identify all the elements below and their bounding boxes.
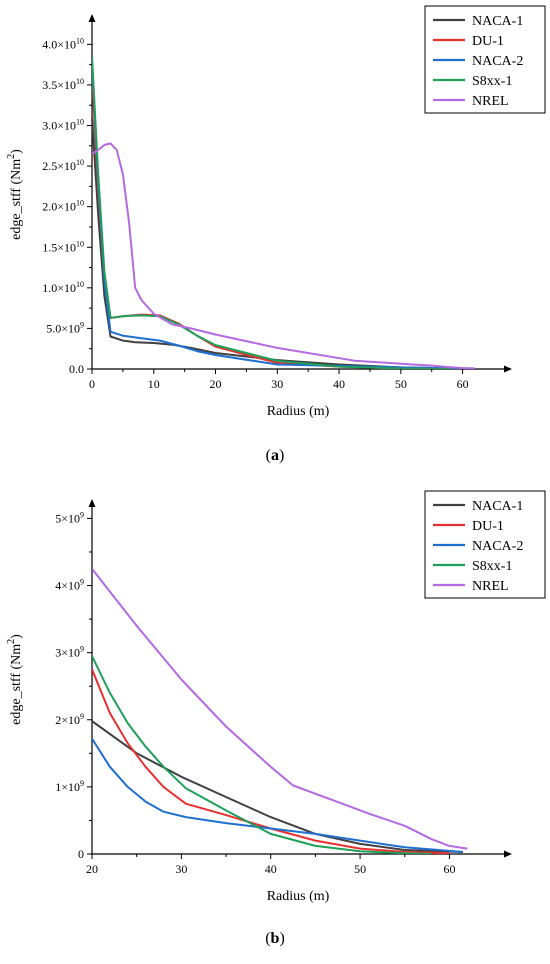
chart-a-x-tick-label: 10 xyxy=(148,377,160,391)
chart-b-y-tick-mantissa: 0 xyxy=(78,847,84,861)
chart-a-y-tick-mantissa: 0.0 xyxy=(69,362,84,376)
chart-a-legend-label: S8xx-1 xyxy=(472,74,512,89)
chart-a-y-tick-mantissa: 1.5×10 xyxy=(42,240,76,254)
chart-a-y-tick-label: 2.5×1010 xyxy=(42,158,84,173)
chart-a-legend-label: NACA-1 xyxy=(472,14,523,29)
chart-b-y-tick-label: 3×109 xyxy=(55,645,84,660)
chart-a-x-tick-label: 20 xyxy=(210,377,222,391)
chart-b-y-tick-label: 2×109 xyxy=(55,712,84,727)
chart-b-legend-label: DU-1 xyxy=(472,519,504,534)
chart-b-y-axis-label-end: ) xyxy=(9,634,24,639)
chart-b-x-tick-label: 40 xyxy=(265,862,277,876)
chart-b-y-tick-mantissa: 4×10 xyxy=(55,579,80,593)
chart-a-y-axis-label-end: ) xyxy=(9,149,24,154)
chart-b-x-axis-label: Radius (m) xyxy=(267,889,330,904)
chart-a-y-tick-mantissa: 5.0×10 xyxy=(46,321,80,335)
chart-a-y-tick-exponent: 10 xyxy=(76,77,84,86)
chart-b-y-tick-mantissa: 1×10 xyxy=(55,780,80,794)
caption-b-label: b xyxy=(270,930,280,947)
caption-b: (b) xyxy=(265,930,285,947)
chart-a-y-tick-label: 1.5×1010 xyxy=(42,239,84,254)
chart-a-y-tick-label: 0.0 xyxy=(69,362,84,376)
chart-a-y-tick-exponent: 10 xyxy=(76,36,84,45)
caption-a: (a) xyxy=(265,447,285,464)
chart-a-y-axis-label-sup: 2 xyxy=(6,154,17,159)
chart-a-y-tick-mantissa: 2.0×10 xyxy=(42,200,76,214)
chart-b-y-axis-arrow xyxy=(88,499,96,507)
chart-a-series-du-1-line xyxy=(92,76,463,369)
chart-b-y-tick-exponent: 9 xyxy=(80,779,84,788)
chart-b-y-tick-mantissa: 3×10 xyxy=(55,646,80,660)
chart-a-x-tick-label: 60 xyxy=(457,377,469,391)
chart-b-x-tick-label: 50 xyxy=(354,862,366,876)
chart-b-series-naca-1-line xyxy=(92,720,463,853)
chart-panel-b: 20 30 40 50 6001×1092×1093×1094×1095×109Radi… xyxy=(6,490,546,904)
chart-a-x-tick-label: 0 xyxy=(89,377,95,391)
chart-a-y-tick-exponent: 10 xyxy=(76,118,84,127)
chart-b-y-tick-exponent: 9 xyxy=(80,712,84,721)
chart-a-y-tick-mantissa: 4.0×10 xyxy=(42,37,76,51)
chart-b-series-naca-2-line xyxy=(92,738,463,853)
chart-b-y-tick-mantissa: 5×10 xyxy=(55,511,80,525)
chart-b-legend-label: NREL xyxy=(472,579,509,594)
chart-a-y-tick-label: 3.5×1010 xyxy=(42,77,84,92)
chart-b-x-tick-label: 60 xyxy=(443,862,455,876)
chart-b-y-tick-exponent: 9 xyxy=(80,510,84,519)
chart-a-y-tick-label: 3.0×1010 xyxy=(42,118,84,133)
chart-b-y-tick-label: 1×109 xyxy=(55,779,84,794)
chart-b-y-tick-label: 4×109 xyxy=(55,578,84,593)
chart-a-x-axis-arrow xyxy=(504,365,512,373)
chart-a-legend-label: NACA-2 xyxy=(472,54,523,69)
chart-a-y-tick-mantissa: 3.0×10 xyxy=(42,119,76,133)
chart-a-y-tick-exponent: 10 xyxy=(76,239,84,248)
chart-a-x-tick-label: 30 xyxy=(271,377,283,391)
chart-b-x-tick-label: 30 xyxy=(175,862,187,876)
chart-b-series-du-1-line xyxy=(92,669,450,854)
chart-a-y-tick-label: 5.0×109 xyxy=(46,320,84,335)
chart-b-y-axis-label-text: edge_stff (Nm xyxy=(9,644,24,725)
chart-b-y-tick-exponent: 9 xyxy=(80,578,84,587)
chart-b-y-axis-label: edge_stff (Nm2) xyxy=(6,634,24,725)
chart-b-x-axis-arrow xyxy=(504,850,512,858)
chart-b-y-axis-label-sup: 2 xyxy=(6,639,17,644)
chart-panel-a: 0 10 20 30 40 50 600.05.0×1091.0×10101.5×10102… xyxy=(6,5,546,419)
chart-a-y-tick-mantissa: 1.0×10 xyxy=(42,281,76,295)
chart-a-legend: NACA-1 DU-1 NACA-2 S8xx-1 NREL xyxy=(424,5,546,114)
chart-b-series-s8xx-1-line xyxy=(92,655,432,854)
chart-a-y-tick-label: 2.0×1010 xyxy=(42,199,84,214)
caption-a-label: a xyxy=(271,447,279,464)
chart-b-y-tick-mantissa: 2×10 xyxy=(55,713,80,727)
chart-a-series-naca-1-line xyxy=(92,117,472,369)
chart-a-y-axis-arrow xyxy=(88,14,96,22)
chart-b-x-tick-label: 20 xyxy=(86,862,98,876)
chart-a-y-tick-exponent: 10 xyxy=(76,280,84,289)
chart-a-series-naca-2-line xyxy=(92,60,472,369)
chart-a-y-axis-label: edge_stff (Nm2) xyxy=(6,149,24,240)
chart-a-y-tick-exponent: 10 xyxy=(76,199,84,208)
chart-b-y-tick-label: 0 xyxy=(78,847,84,861)
chart-a-series-nrel-line xyxy=(92,142,475,369)
chart-b-y-tick-label: 5×109 xyxy=(55,510,84,525)
chart-b-series-nrel-line xyxy=(92,568,468,850)
chart-a-y-tick-mantissa: 2.5×10 xyxy=(42,159,76,173)
chart-b-legend-label: S8xx-1 xyxy=(472,559,512,574)
chart-b-y-tick-exponent: 9 xyxy=(80,645,84,654)
chart-a-y-tick-label: 1.0×1010 xyxy=(42,280,84,295)
chart-a-y-tick-exponent: 10 xyxy=(76,158,84,167)
chart-a-series-s8xx-1-line xyxy=(92,56,451,369)
chart-b-legend: NACA-1 DU-1 NACA-2 S8xx-1 NREL xyxy=(424,490,546,599)
chart-a-x-tick-label: 50 xyxy=(395,377,407,391)
chart-a-legend-label: DU-1 xyxy=(472,34,504,49)
chart-a-y-tick-mantissa: 3.5×10 xyxy=(42,78,76,92)
chart-a-y-tick-exponent: 9 xyxy=(80,320,84,329)
chart-b-legend-label: NACA-1 xyxy=(472,499,523,514)
chart-a-y-tick-label: 4.0×1010 xyxy=(42,36,84,51)
chart-a-x-axis-label: Radius (m) xyxy=(267,404,330,419)
chart-b-legend-label: NACA-2 xyxy=(472,539,523,554)
chart-a-y-axis-label-text: edge_stff (Nm xyxy=(9,159,24,240)
chart-a-legend-label: NREL xyxy=(472,94,509,109)
chart-a-x-tick-label: 40 xyxy=(333,377,345,391)
